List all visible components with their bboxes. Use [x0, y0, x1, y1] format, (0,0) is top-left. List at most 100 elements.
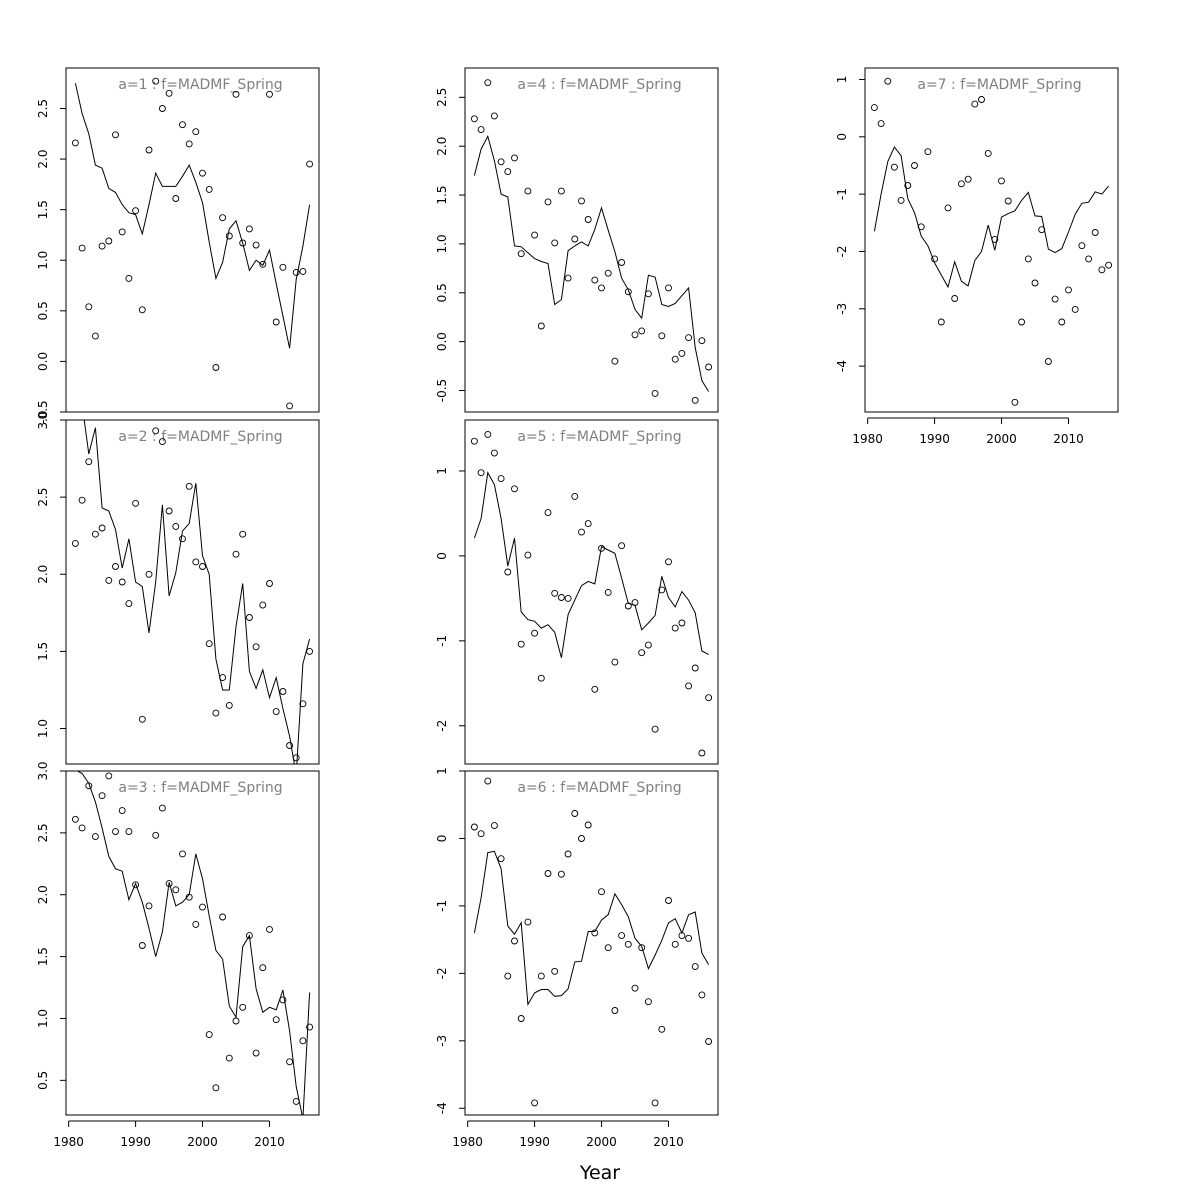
data-point	[551, 967, 559, 975]
data-point	[957, 180, 965, 188]
panel-7: -4 -3 -2 -1 0 1 1980 1990 2000 2010 a=7 : f=MADMF_…	[835, 67, 1119, 446]
data-point	[557, 594, 565, 601]
x-tick-label: 2010	[1053, 432, 1084, 446]
observed-points	[470, 777, 713, 1107]
y-tick-label: 2.5	[36, 823, 50, 842]
y-tick-label: 1	[835, 76, 849, 84]
panel-3: 0.5 1.0 1.5 2.0 2.5 3.0 1980 1990 2000 2010 a=3 : …	[36, 761, 320, 1149]
data-point	[484, 430, 492, 438]
panel-frame	[65, 419, 320, 765]
x-axis-title: Year	[579, 1162, 620, 1184]
y-tick-label: -2	[435, 967, 449, 979]
panel-label: a=2 : f=MADMF_Spring	[118, 429, 282, 445]
y-tick-label: -0.5	[435, 379, 449, 402]
data-point	[279, 263, 287, 271]
data-point	[624, 940, 632, 948]
data-point	[179, 121, 186, 129]
y-tick-label: -4	[435, 1102, 449, 1114]
y-tick-label: -2	[435, 720, 449, 732]
data-point	[671, 940, 679, 948]
x-axis: 1980 1990 2000 2010	[852, 417, 1084, 446]
fitted-line	[76, 771, 311, 1115]
data-point	[624, 288, 632, 296]
data-point	[272, 1016, 280, 1024]
data-point	[944, 204, 952, 212]
data-point	[1031, 279, 1039, 287]
data-point	[984, 149, 992, 157]
data-point	[638, 327, 646, 335]
data-point	[219, 214, 227, 222]
data-point	[531, 231, 539, 239]
data-point	[152, 427, 160, 435]
data-point	[665, 284, 672, 292]
data-point	[158, 804, 166, 812]
data-point	[497, 855, 505, 863]
observed-points	[470, 79, 713, 404]
data-point	[165, 880, 173, 888]
y-tick-label: 2.5	[435, 88, 449, 107]
data-point	[232, 1017, 240, 1025]
data-point	[192, 558, 200, 566]
panel-frame	[464, 770, 719, 1116]
data-point	[245, 614, 253, 621]
data-point	[604, 944, 612, 952]
data-point	[551, 589, 559, 597]
data-point	[490, 112, 498, 120]
y-axis: -2 -1 0 1	[435, 467, 465, 732]
data-point	[299, 1037, 307, 1045]
data-point	[651, 389, 659, 397]
data-point	[145, 146, 153, 154]
x-tick-label: 2000	[187, 1135, 218, 1149]
y-axis: -0.5 0.0 0.5 1.0 1.5 2.0 2.5	[36, 99, 66, 424]
data-point	[884, 77, 892, 85]
panel-label: a=6 : f=MADMF_Spring	[517, 780, 681, 796]
data-point	[537, 322, 545, 330]
panel-label: a=3 : f=MADMF_Spring	[118, 780, 282, 796]
data-point	[145, 570, 153, 578]
data-point	[78, 496, 86, 504]
data-point	[1011, 398, 1019, 406]
data-point	[292, 1097, 300, 1105]
y-axis: 1.0 1.5 2.0 2.5 3.0	[36, 410, 66, 738]
data-point	[266, 580, 273, 587]
y-tick-label: 3.0	[36, 410, 50, 429]
data-point	[85, 303, 93, 311]
data-point	[705, 363, 713, 371]
data-point	[698, 337, 706, 345]
data-point	[671, 355, 679, 363]
observed-points	[470, 430, 713, 757]
data-point	[172, 522, 180, 530]
data-point	[544, 870, 552, 877]
data-point	[678, 932, 686, 940]
data-point	[306, 160, 314, 168]
data-point	[497, 475, 505, 483]
data-point	[870, 104, 878, 112]
data-point	[544, 198, 552, 206]
data-point	[212, 709, 220, 717]
data-point	[118, 578, 126, 586]
data-point	[112, 828, 119, 836]
data-point	[651, 725, 659, 733]
data-point	[252, 643, 260, 651]
panel-label: a=1 : f=MADMF_Spring	[118, 77, 282, 93]
data-point	[199, 169, 206, 177]
panel-2: 1.0 1.5 2.0 2.5 3.0 a=2 : f=MADMF_Spring	[36, 410, 320, 765]
data-point	[179, 535, 186, 543]
y-tick-label: 3.0	[36, 761, 50, 780]
y-axis: -4 -3 -2 -1 0 1	[835, 76, 865, 372]
fitted-line	[83, 420, 311, 764]
data-point	[1038, 226, 1046, 234]
y-tick-label: 0	[435, 835, 449, 843]
data-point	[245, 932, 253, 940]
data-point	[225, 701, 233, 709]
data-point	[232, 550, 240, 558]
data-point	[544, 509, 552, 517]
data-point	[125, 600, 133, 608]
panel-label: a=5 : f=MADMF_Spring	[517, 429, 681, 445]
data-point	[557, 870, 565, 878]
data-point	[219, 913, 227, 921]
y-tick-label: 0	[435, 552, 449, 560]
data-point	[225, 232, 233, 240]
data-point	[644, 290, 652, 298]
data-point	[578, 197, 585, 205]
